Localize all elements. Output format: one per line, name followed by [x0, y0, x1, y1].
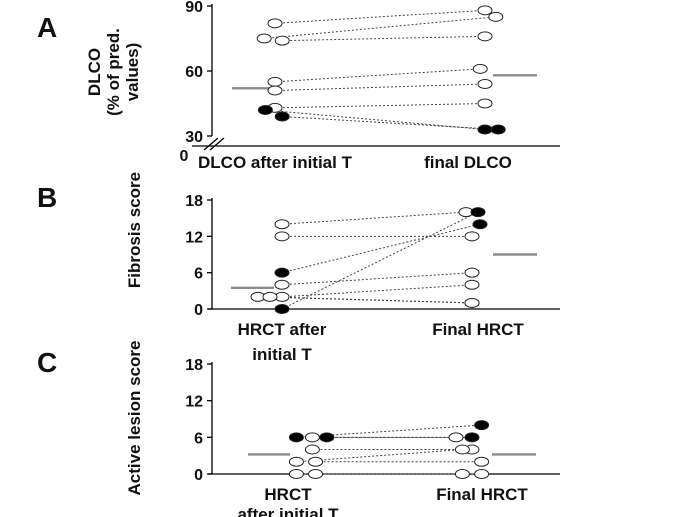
patient-connector-line	[281, 284, 473, 298]
panel-c-letter: C	[37, 347, 57, 378]
data-point	[267, 85, 283, 96]
patient-connector-line	[274, 83, 486, 91]
patient-connector-line	[296, 424, 482, 438]
data-point	[474, 469, 490, 479]
y-tick-label: 30	[185, 129, 203, 146]
data-point	[454, 469, 470, 479]
data-point	[274, 304, 290, 314]
x-category-label: Final HRCT	[432, 320, 524, 339]
patient-connector-line	[265, 109, 486, 130]
y-axis-title: Fibrosis score	[125, 172, 144, 288]
data-point	[472, 63, 488, 74]
panel-a-letter: A	[37, 12, 57, 43]
data-point	[288, 469, 304, 479]
y-tick-label: 18	[185, 193, 203, 210]
data-point	[454, 444, 470, 455]
patient-connector-line	[274, 68, 481, 83]
data-point	[267, 18, 283, 29]
y-tick-label: 0	[194, 467, 203, 484]
y-tick-label: 60	[185, 64, 203, 81]
data-point	[274, 35, 290, 46]
data-point	[319, 432, 335, 443]
y-tick-label: 6	[194, 266, 203, 283]
x-category-label: initial T	[252, 345, 312, 364]
data-point	[472, 219, 488, 230]
data-point	[308, 469, 324, 479]
data-point	[262, 291, 278, 302]
y-tick-label: 12	[185, 394, 203, 411]
data-point	[274, 279, 290, 290]
y-tick-label: 18	[185, 357, 203, 374]
y-axis-title-line: values)	[123, 43, 142, 102]
y-axis-title: DLCO(% of pred.values)	[85, 28, 142, 116]
data-point	[474, 456, 490, 467]
x-category-label: Final HRCT	[436, 485, 528, 504]
patient-connector-line	[282, 35, 486, 42]
data-point	[274, 231, 290, 242]
data-point	[464, 279, 480, 290]
data-point	[477, 98, 493, 109]
y-axis-title-line: DLCO	[85, 48, 104, 96]
data-point	[448, 432, 464, 443]
data-point	[488, 11, 504, 22]
data-point	[477, 31, 493, 42]
patient-connector-line	[281, 272, 473, 286]
data-point	[288, 456, 304, 467]
data-point	[274, 219, 290, 230]
data-point	[477, 5, 493, 16]
patient-connector-line	[281, 223, 481, 274]
data-point	[304, 444, 320, 455]
patient-connector-line	[281, 211, 479, 310]
panel-b-fibrosis-chart: 0 6 12 18 Fibrosis score HRCT after initial T F…	[125, 172, 560, 364]
y-axis-title-line: (% of pred.	[104, 28, 123, 116]
data-point	[490, 124, 506, 135]
data-point	[474, 420, 490, 431]
x-category-label: HRCT	[264, 485, 312, 504]
data-point	[477, 79, 493, 89]
zero-tick-label: 0	[180, 148, 189, 165]
y-tick-label: 90	[185, 0, 203, 16]
axis-break-mark	[209, 137, 225, 151]
patient-connector-line	[274, 103, 486, 109]
data-point	[274, 267, 290, 278]
patient-connector-line	[281, 211, 467, 225]
axis-break-mark	[203, 137, 219, 151]
data-point	[288, 432, 304, 443]
data-point	[464, 231, 480, 242]
y-axis-title: Active lesion score	[125, 341, 144, 496]
data-point	[464, 432, 480, 443]
y-tick-label: 12	[185, 229, 203, 246]
y-tick-label: 0	[194, 302, 203, 319]
data-point	[464, 267, 480, 278]
x-category-label: DLCO after initial T	[198, 153, 353, 172]
data-point	[464, 297, 480, 308]
patient-connector-line	[264, 16, 496, 39]
data-point	[470, 207, 486, 218]
data-point	[274, 111, 290, 122]
patient-connector-line	[282, 116, 499, 130]
data-point	[304, 432, 320, 443]
data-point	[256, 33, 272, 44]
data-point	[267, 76, 283, 87]
patient-connector-line	[274, 9, 486, 24]
panel-a-dlco-chart: 0 30 60 90 DLCO(% of pred.values) DLCO after …	[85, 0, 560, 172]
x-category-label: final DLCO	[424, 153, 512, 172]
y-tick-label: 6	[194, 430, 203, 447]
x-category-label: HRCT after	[238, 320, 327, 339]
data-point	[257, 105, 273, 115]
x-category-label: after initial T	[237, 505, 339, 517]
data-point	[308, 456, 324, 467]
data-point	[477, 124, 493, 135]
panel-b-letter: B	[37, 182, 57, 213]
